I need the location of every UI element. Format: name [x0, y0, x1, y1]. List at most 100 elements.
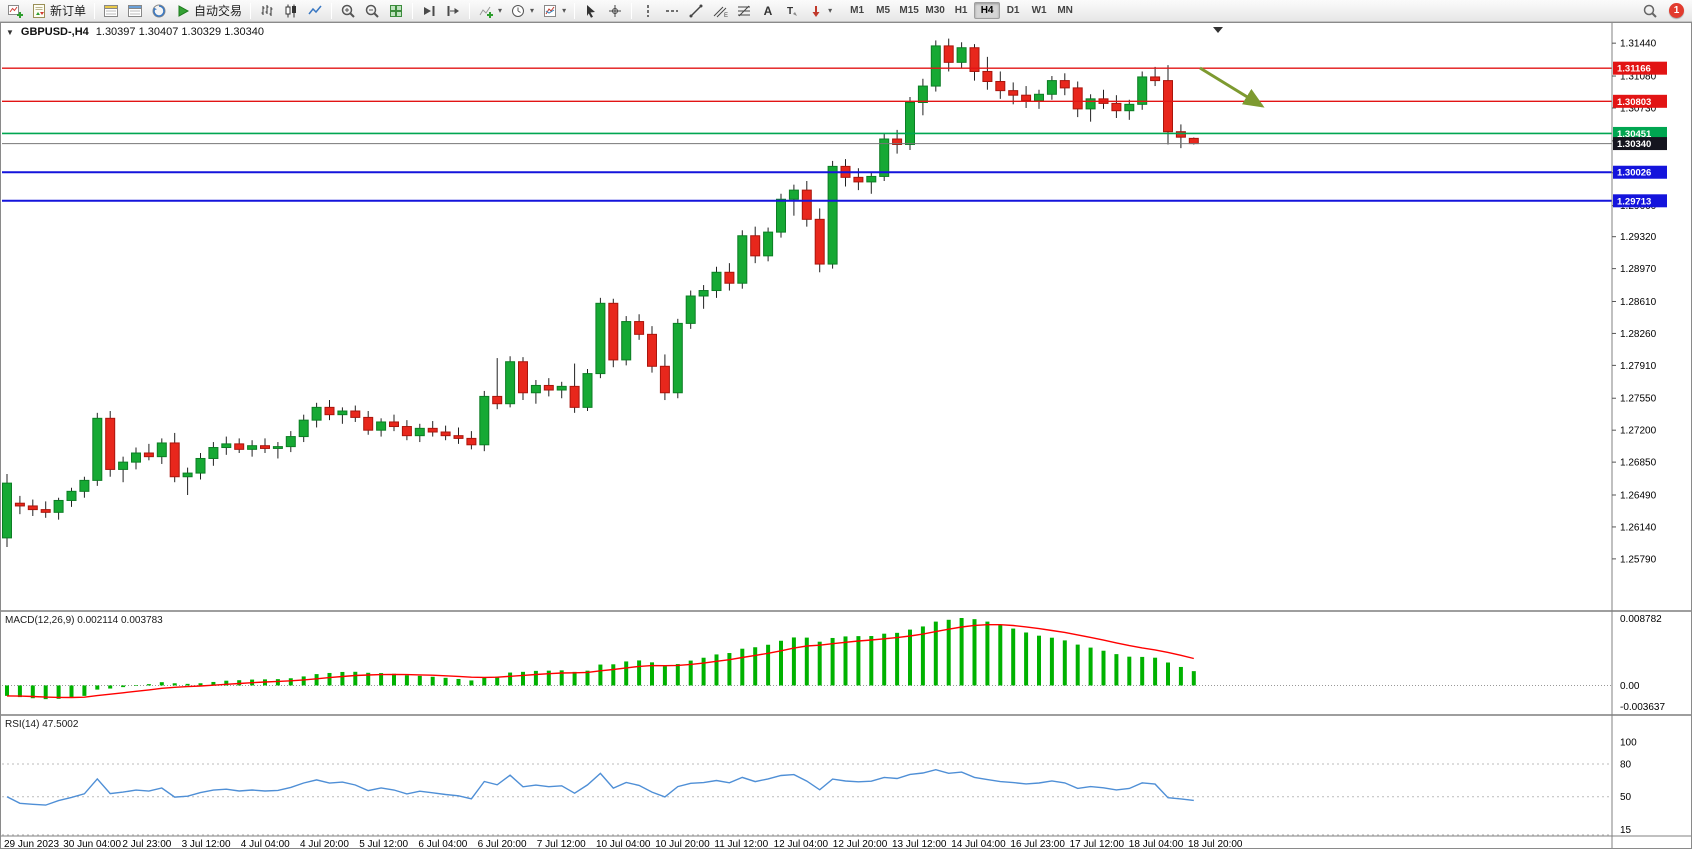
candle: [195, 457, 206, 474]
price-badge-1.30803: [1613, 94, 1667, 108]
candle: [492, 395, 503, 405]
dropdown-caret-icon[interactable]: ▾: [498, 6, 503, 15]
time-axis-label: 6 Jul 04:00: [418, 839, 467, 849]
one-click-trading-toggle-icon[interactable]: ▼: [6, 27, 14, 37]
candlestick-chart-button[interactable]: [279, 1, 303, 21]
line-chart-button[interactable]: [303, 1, 327, 21]
indicators-button[interactable]: ▾: [474, 1, 506, 21]
candle: [853, 176, 864, 183]
zoom-out-button[interactable]: [360, 1, 384, 21]
equidistant-channel-button[interactable]: E: [708, 1, 732, 21]
cursor-button[interactable]: [579, 1, 603, 21]
auto-scroll-button[interactable]: [417, 1, 441, 21]
price-badge-label: 1.29713: [1617, 196, 1651, 207]
dropdown-caret-icon[interactable]: ▾: [530, 6, 535, 15]
candle: [763, 231, 774, 257]
text-icon: A: [760, 3, 776, 19]
candle: [1124, 103, 1135, 112]
text-label-button[interactable]: T: [780, 1, 804, 21]
price-axis[interactable]: [1612, 22, 1692, 849]
candle: [1163, 80, 1173, 133]
bar-chart-button[interactable]: [255, 1, 279, 21]
toolbar-separator: [631, 2, 633, 19]
candle: [14, 502, 25, 507]
candle: [247, 445, 258, 450]
zoom-in-button[interactable]: [336, 1, 360, 21]
candle: [995, 81, 1006, 92]
text-button[interactable]: A: [756, 1, 780, 21]
candle: [711, 271, 722, 292]
trend-arrow-annotation[interactable]: [1199, 66, 1265, 108]
pane-separator[interactable]: [0, 714, 1692, 716]
candle: [156, 442, 167, 458]
candle: [595, 302, 606, 375]
market-watch-icon: [103, 3, 119, 19]
chart-shift-marker[interactable]: [1213, 27, 1223, 33]
candles-layer: [2, 38, 1199, 548]
navigator-button[interactable]: [147, 1, 171, 21]
order-ticket-icon: [31, 3, 47, 19]
trendline-button[interactable]: [684, 1, 708, 21]
fibonacci-button[interactable]: [732, 1, 756, 21]
candle: [389, 421, 399, 428]
timeframe-h1-button[interactable]: H1: [954, 5, 968, 16]
notification-badge[interactable]: 1: [1669, 3, 1684, 18]
arrow-objects-button[interactable]: ▾: [804, 1, 836, 21]
timeframe-mn-button[interactable]: MN: [1057, 5, 1073, 16]
price-badge-label: 1.30451: [1617, 129, 1652, 140]
price-axis-label: 1.31080: [1620, 72, 1657, 83]
candle: [1085, 98, 1096, 110]
time-axis-label: 12 Jul 20:00: [833, 839, 888, 849]
candle: [801, 189, 812, 220]
dropdown-caret-icon[interactable]: ▾: [562, 6, 567, 15]
periods-button[interactable]: ▾: [506, 1, 538, 21]
candle: [221, 443, 232, 449]
autotrading-button[interactable]: 自动交易: [171, 1, 246, 21]
time-axis-label: 14 Jul 04:00: [951, 839, 1006, 849]
candle: [943, 45, 954, 63]
timeframe-d1-button[interactable]: D1: [1006, 5, 1020, 16]
candle: [131, 452, 141, 463]
chart-title: ▼ GBPUSD-,H4 1.30397 1.30407 1.30329 1.3…: [6, 26, 264, 38]
candle: [737, 235, 748, 284]
dropdown-caret-icon[interactable]: ▾: [828, 6, 833, 15]
timeframe-w1-button[interactable]: W1: [1031, 5, 1047, 16]
chart-plus-icon: [7, 3, 23, 19]
vertical-line-button[interactable]: [636, 1, 660, 21]
new-order-button[interactable]: 新订单: [27, 1, 90, 21]
time-axis-label: 4 Jul 04:00: [241, 839, 290, 849]
candle: [956, 47, 967, 63]
label-icon: T: [784, 3, 800, 19]
candle: [1150, 76, 1161, 82]
macd-indicator-label: MACD(12,26,9) 0.002114 0.003783: [5, 615, 163, 626]
candle: [556, 385, 567, 391]
chart-shift-button[interactable]: [441, 1, 465, 21]
new-chart-button[interactable]: [3, 1, 27, 21]
crosshair-button[interactable]: [603, 1, 627, 21]
candle: [905, 101, 915, 145]
chart-canvas[interactable]: 1.314401.310801.307301.303701.300201.296…: [0, 22, 1692, 849]
toolbar-separator: [94, 2, 96, 19]
timeframe-m1-button[interactable]: M1: [850, 5, 865, 16]
data-window-button[interactable]: [123, 1, 147, 21]
tile-windows-button[interactable]: [384, 1, 408, 21]
crosshair-icon: [607, 3, 623, 19]
market-watch-button[interactable]: [99, 1, 123, 21]
templates-button[interactable]: ▾: [538, 1, 570, 21]
candle: [1059, 80, 1070, 89]
horizontal-line-button[interactable]: [660, 1, 684, 21]
time-axis-label: 3 Jul 12:00: [182, 839, 231, 849]
svg-text:T: T: [787, 6, 793, 17]
toolbar-separator: [250, 2, 252, 19]
candle: [27, 505, 38, 511]
timeframe-h4-button[interactable]: H4: [974, 2, 1001, 19]
pane-separator[interactable]: [0, 610, 1692, 612]
search-button[interactable]: [1638, 1, 1662, 21]
timeframe-m15-button[interactable]: M15: [899, 5, 919, 16]
timeframe-m30-button[interactable]: M30: [925, 5, 945, 16]
timeframe-m5-button[interactable]: M5: [876, 5, 891, 16]
candle: [1188, 137, 1199, 145]
time-axis[interactable]: [0, 836, 1612, 849]
time-axis-label: 18 Jul 04:00: [1129, 839, 1184, 849]
price-badge-label: 1.31166: [1617, 64, 1651, 75]
